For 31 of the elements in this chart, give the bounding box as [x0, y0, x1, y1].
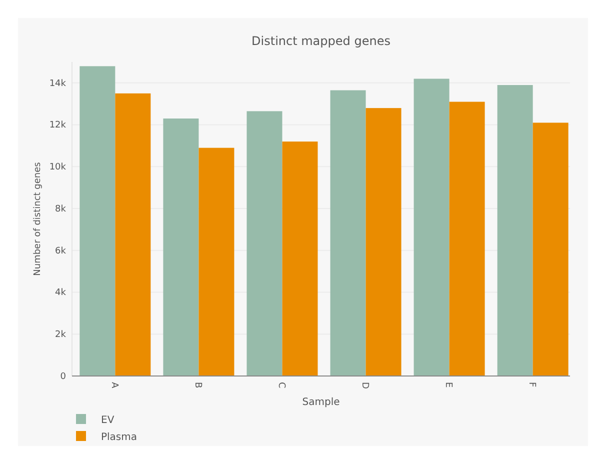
bar: [80, 66, 116, 376]
x-tick-label: D: [360, 382, 370, 389]
x-tick-label: B: [192, 382, 203, 388]
legend-label: EV: [101, 415, 114, 426]
x-tick-label: E: [443, 382, 454, 388]
bar: [330, 90, 366, 376]
y-tick-label: 14k: [49, 78, 67, 89]
chart-title: Distinct mapped genes: [252, 34, 390, 48]
bar: [115, 93, 151, 376]
y-tick-label: 0: [60, 372, 66, 382]
bar: [532, 122, 568, 376]
y-tick-label: 10k: [49, 162, 67, 173]
y-tick-label: 4k: [55, 288, 67, 298]
bar: [282, 142, 318, 376]
bar: [163, 118, 199, 376]
bar: [198, 148, 234, 376]
x-tick-label: F: [526, 382, 537, 388]
bar: [449, 102, 485, 376]
x-axis-title: Sample: [302, 397, 340, 408]
bar: [366, 108, 402, 376]
y-tick-label: 6k: [55, 246, 67, 256]
y-tick-label: 2k: [55, 330, 67, 340]
y-tick-label: 12k: [49, 120, 67, 131]
bar: [414, 78, 450, 376]
y-tick-label: 8k: [55, 204, 67, 214]
bar: [246, 111, 282, 376]
bar: [497, 85, 533, 376]
x-tick-label: A: [109, 382, 120, 389]
x-tick-label: C: [276, 382, 286, 388]
legend-label: Plasma: [101, 432, 138, 443]
y-axis-title: Number of distinct genes: [33, 162, 43, 276]
